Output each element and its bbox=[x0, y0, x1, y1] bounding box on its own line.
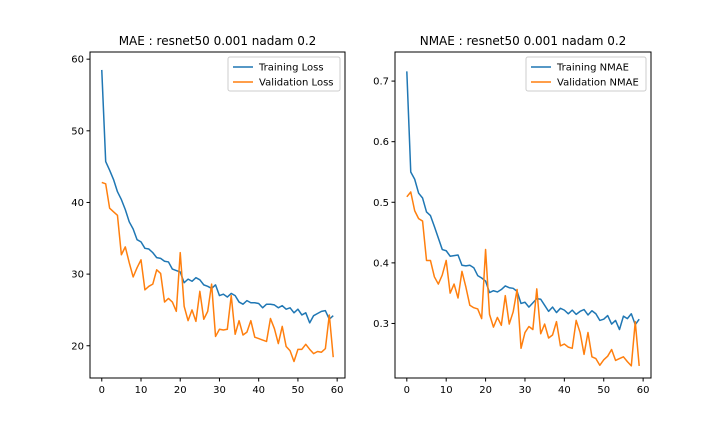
mae-series-validation-loss bbox=[101, 181, 334, 363]
nmae-chart-title: NMAE : resnet50 0.001 nadam 0.2 bbox=[420, 34, 627, 48]
nmae-x-tick-label: 60 bbox=[637, 385, 650, 396]
nmae-x-tick-label: 20 bbox=[479, 385, 492, 396]
nmae-y-tick-label: 0.6 bbox=[373, 137, 389, 148]
nmae-legend-box bbox=[525, 56, 647, 92]
nmae-series-training-nmae bbox=[406, 71, 640, 331]
mae-legend-box bbox=[227, 56, 341, 92]
nmae-series-validation-nmae bbox=[406, 191, 640, 367]
mae-y-tick-label: 50 bbox=[71, 126, 84, 137]
mae-x-tick-label: 50 bbox=[292, 385, 305, 396]
nmae-axes-frame bbox=[394, 51, 652, 379]
nmae-x-tick-label: 50 bbox=[597, 385, 610, 396]
nmae-x-tick-label: 40 bbox=[558, 385, 571, 396]
mae-axes-frame bbox=[89, 51, 346, 379]
mae-y-tick-label: 40 bbox=[71, 198, 84, 209]
nmae-y-tick-label: 0.4 bbox=[373, 258, 389, 269]
mae-chart-title: MAE : resnet50 0.001 nadam 0.2 bbox=[119, 34, 317, 48]
mae-x-tick-label: 10 bbox=[135, 385, 148, 396]
mae-x-tick-label: 40 bbox=[252, 385, 265, 396]
nmae-y-tick-label: 0.5 bbox=[373, 198, 389, 209]
nmae-x-tick-label: 10 bbox=[440, 385, 453, 396]
mae-legend-label: Validation Loss bbox=[259, 78, 334, 89]
nmae-x-tick-label: 0 bbox=[404, 385, 410, 396]
nmae-legend-label: Training NMAE bbox=[556, 63, 629, 74]
mae-legend: Training Loss Validation Loss bbox=[227, 56, 341, 92]
nmae-y-tick-label: 0.7 bbox=[373, 77, 389, 88]
mae-legend-label: Training Loss bbox=[258, 63, 324, 74]
nmae-legend: Training NMAE Validation NMAE bbox=[525, 56, 647, 92]
mae-y-tick-label: 60 bbox=[71, 55, 84, 66]
chart-nmae: NMAE : resnet50 0.001 nadam 0.2 0 10 20 30 40… bbox=[373, 34, 652, 396]
mae-y-tick-label: 30 bbox=[71, 270, 84, 281]
nmae-legend-label: Validation NMAE bbox=[557, 78, 639, 89]
chart-mae: MAE : resnet50 0.001 nadam 0.2 0 10 20 30 40 5… bbox=[71, 34, 346, 396]
mae-x-tick-label: 30 bbox=[213, 385, 226, 396]
mae-y-tick-label: 20 bbox=[71, 341, 84, 352]
mae-x-tick-label: 20 bbox=[174, 385, 187, 396]
nmae-x-tick-label: 30 bbox=[519, 385, 532, 396]
mae-series-training-loss bbox=[101, 69, 334, 324]
mae-x-tick-label: 60 bbox=[331, 385, 344, 396]
nmae-y-tick-label: 0.3 bbox=[373, 319, 389, 330]
mae-x-tick-label: 0 bbox=[99, 385, 105, 396]
